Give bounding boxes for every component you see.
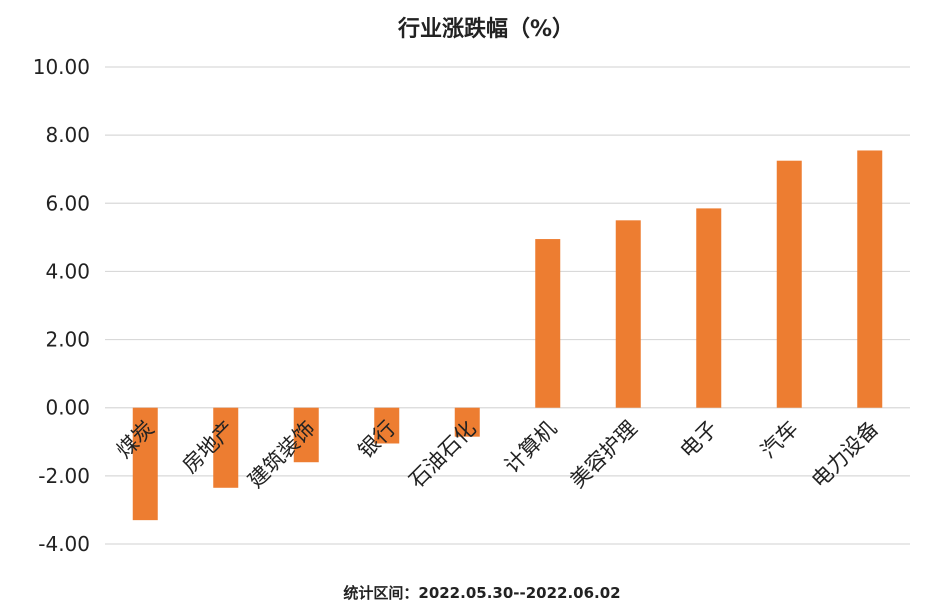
category-label: 汽车 — [756, 416, 803, 463]
bar — [696, 208, 722, 408]
bar — [615, 220, 641, 408]
y-tick-label: 8.00 — [45, 123, 90, 147]
chart-title: 行业涨跌幅（%） — [397, 16, 574, 42]
category-label: 计算机 — [500, 416, 562, 478]
bars — [132, 150, 883, 521]
bar — [374, 407, 400, 444]
bar — [132, 407, 158, 521]
y-tick-label: -2.00 — [38, 464, 90, 488]
bar — [776, 160, 802, 408]
bar — [857, 150, 883, 408]
bar — [535, 239, 561, 408]
y-tick-label: 0.00 — [45, 396, 90, 420]
y-tick-label: 4.00 — [45, 259, 90, 283]
gridlines — [105, 66, 910, 545]
category-label: 电力设备 — [807, 416, 883, 492]
y-tick-label: -4.00 — [38, 532, 90, 556]
bar — [293, 407, 319, 463]
category-label: 电子 — [676, 416, 723, 463]
y-tick-label: 6.00 — [45, 191, 90, 215]
category-label: 美容护理 — [565, 416, 641, 492]
category-label: 石油石化 — [404, 416, 480, 492]
bar — [213, 407, 239, 488]
y-axis-tick-labels: -4.00 -2.00 0.00 2.00 4.00 6.00 8.00 10.00 — [33, 55, 90, 556]
y-tick-label: 10.00 — [33, 55, 90, 79]
bar — [454, 407, 480, 437]
footnote: 统计区间：2022.05.30--2022.06.02 — [343, 584, 620, 602]
y-tick-label: 2.00 — [45, 328, 90, 352]
